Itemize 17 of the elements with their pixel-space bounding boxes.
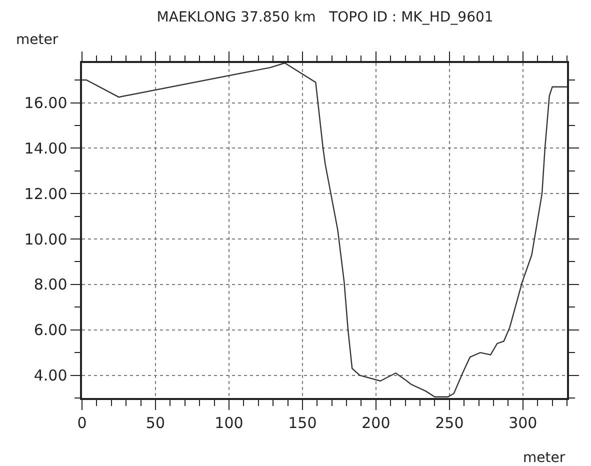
- y-tick-label: 12.00: [24, 184, 68, 203]
- x-tick-label: 0: [77, 414, 87, 432]
- x-tick-label: 150: [288, 414, 317, 432]
- x-axis-title: meter: [523, 450, 566, 466]
- x-tick-label: 250: [435, 414, 464, 432]
- y-axis-title: meter: [16, 32, 58, 48]
- y-tick-label: 16.00: [24, 94, 68, 112]
- x-tick-label: 100: [214, 414, 244, 432]
- x-tick-label: 50: [146, 414, 166, 432]
- y-tick-label: 10.00: [24, 230, 68, 248]
- y-tick-label: 14.00: [24, 139, 68, 158]
- y-tick-label: 8.00: [34, 276, 68, 294]
- x-tick-label: 300: [508, 414, 538, 432]
- y-tick-label: 6.00: [34, 321, 68, 340]
- chart-title: MAEKLONG 37.850 km TOPO ID : MK_HD_9601: [156, 9, 494, 26]
- y-tick-label: 4.00: [34, 366, 68, 385]
- x-tick-label: 200: [362, 414, 390, 432]
